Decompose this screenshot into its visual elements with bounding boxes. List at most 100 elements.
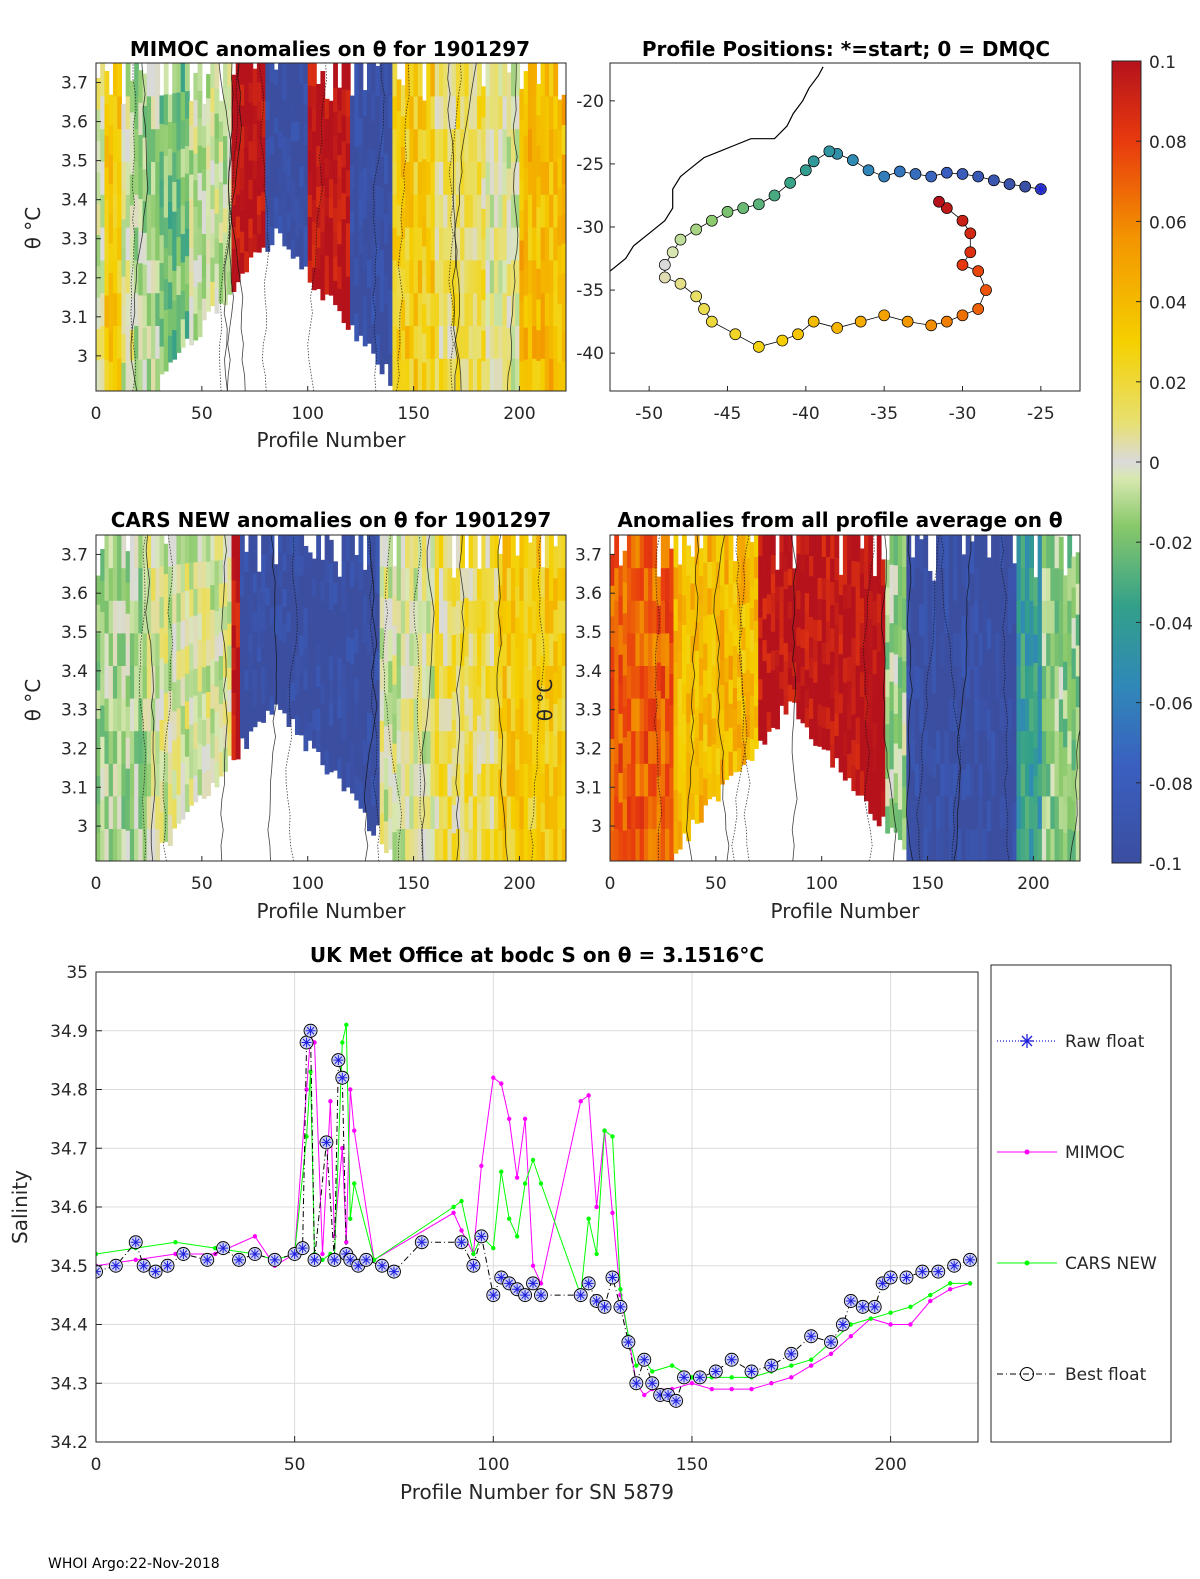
- heatmap-cell: [485, 259, 491, 294]
- heatmap-cell: [893, 535, 899, 566]
- heatmap-cell: [1071, 556, 1077, 588]
- heatmap-cell: [388, 535, 393, 567]
- heatmap-cell: [643, 730, 649, 764]
- heatmap-cell: [134, 665, 139, 699]
- heatmap-cell: [694, 765, 700, 796]
- heatmap-cell: [286, 573, 292, 594]
- heatmap-cell: [278, 639, 283, 658]
- heatmap-cell: [515, 830, 521, 861]
- heatmap-cell: [100, 642, 106, 675]
- heatmap-cell: [549, 161, 554, 195]
- heatmap-cell: [96, 803, 101, 834]
- heatmap-cell: [104, 795, 110, 829]
- heatmap-cell: [830, 674, 836, 699]
- heatmap-cell: [345, 89, 351, 117]
- raw-float-point: [361, 1254, 372, 1265]
- heatmap-cell: [974, 535, 979, 569]
- heatmap-cell: [125, 292, 131, 326]
- heatmap-cell: [677, 621, 683, 651]
- heatmap-cell: [489, 325, 495, 359]
- heatmap-cell: [362, 141, 368, 168]
- contour-line: [905, 535, 914, 861]
- heatmap-cell: [868, 590, 874, 620]
- heatmap-cell: [889, 622, 895, 653]
- heatmap-cell: [176, 294, 182, 324]
- heatmap-cell: [231, 74, 237, 97]
- heatmap-cell: [430, 292, 436, 326]
- heatmap-cell: [618, 683, 624, 714]
- heatmap-cell: [817, 682, 823, 705]
- heatmap-cell: [914, 665, 920, 699]
- heatmap-cell: [758, 699, 764, 721]
- heatmap-cell: [544, 161, 550, 195]
- heatmap-cell: [239, 717, 245, 739]
- heatmap-cell: [451, 719, 457, 749]
- heatmap-cell: [413, 632, 419, 666]
- heatmap-cell: [96, 171, 101, 204]
- heatmap-cell: [741, 603, 747, 628]
- heatmap-cell: [354, 554, 360, 581]
- heatmap-cell: [142, 567, 148, 601]
- heatmap-cell: [665, 763, 670, 797]
- heatmap-cell: [969, 573, 975, 606]
- heatmap-cell: [536, 237, 542, 269]
- heatmap-cell: [337, 87, 343, 111]
- heatmap-cell: [464, 128, 470, 162]
- heatmap-cell: [328, 586, 334, 611]
- heatmap-cell: [438, 600, 444, 634]
- heatmap-cell: [409, 63, 415, 97]
- heatmap-cell: [1075, 644, 1080, 677]
- asterisk-stroke: [390, 1267, 398, 1276]
- heatmap-cell: [172, 652, 178, 683]
- heatmap-cell: [392, 772, 398, 803]
- heatmap-cell: [96, 575, 101, 605]
- raw-float-point: [647, 1378, 658, 1389]
- heatmap-cell: [176, 535, 182, 565]
- heatmap-cell: [159, 345, 165, 375]
- heatmap-cell: [341, 270, 347, 298]
- asterisk-stroke: [747, 1367, 756, 1376]
- heatmap-cell: [383, 333, 389, 365]
- heatmap-cell: [223, 232, 228, 257]
- heatmap-cell: [231, 269, 237, 292]
- x-tick-label: 50: [705, 874, 727, 894]
- heatmap-cell: [430, 698, 436, 732]
- heatmap-cell: [409, 632, 415, 666]
- y-tick-label: 3.4: [575, 662, 602, 682]
- heatmap-cell: [460, 795, 465, 829]
- heatmap-cell: [422, 828, 427, 861]
- heatmap-cell: [108, 361, 114, 391]
- heatmap-cell: [557, 332, 563, 363]
- heatmap-cell: [218, 607, 224, 632]
- heatmap-cell: [544, 632, 550, 666]
- heatmap-cell: [1029, 665, 1035, 699]
- heatmap-cell: [155, 567, 161, 601]
- heatmap-cell: [1050, 795, 1056, 829]
- heatmap-cell: [510, 535, 516, 569]
- heatmap-cell: [112, 632, 118, 666]
- raw-float-point: [333, 1055, 344, 1066]
- raw-float-point: [607, 1272, 618, 1283]
- heatmap-cell: [129, 535, 135, 569]
- heatmap-cell: [1012, 682, 1018, 713]
- heatmap-cell: [656, 605, 662, 635]
- heatmap-cell: [532, 632, 537, 666]
- heatmap-cell: [489, 259, 495, 294]
- heatmap-cell: [231, 204, 237, 227]
- heatmap-cell: [201, 561, 207, 589]
- heatmap-cell: [354, 201, 360, 231]
- heatmap-cell: [375, 563, 381, 594]
- x-tick-label: 200: [503, 874, 535, 894]
- heatmap-cell: [948, 763, 954, 797]
- heatmap-cell: [527, 128, 533, 162]
- heatmap-cell: [248, 672, 254, 693]
- heatmap-cell: [261, 81, 266, 101]
- heatmap-cell: [902, 692, 907, 725]
- heatmap-cell: [337, 677, 343, 699]
- heatmap-cell: [724, 754, 730, 780]
- asterisk-stroke: [179, 1250, 188, 1258]
- heatmap-cell: [388, 127, 393, 161]
- heatmap-cell: [952, 763, 958, 797]
- heatmap-cell: [138, 134, 144, 168]
- heatmap-cell: [383, 757, 389, 790]
